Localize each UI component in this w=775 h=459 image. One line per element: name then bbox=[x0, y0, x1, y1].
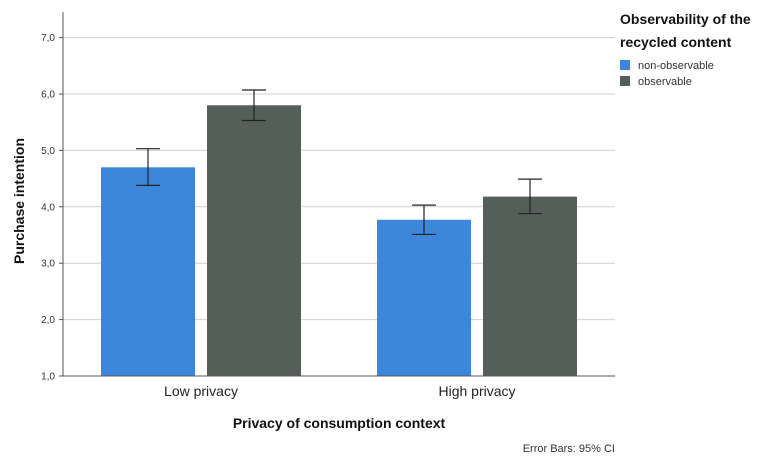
legend-swatch bbox=[620, 76, 630, 86]
legend-label: non-observable bbox=[638, 60, 714, 72]
y-axis-title: Purchase intention bbox=[11, 138, 27, 264]
x-category-labels: Low privacy High privacy bbox=[164, 383, 515, 399]
legend-title-line-2: recycled content bbox=[620, 34, 732, 50]
bar-observable-low-privacy bbox=[207, 105, 301, 376]
y-tick-label: 2,0 bbox=[41, 315, 55, 326]
error-bar bbox=[242, 89, 266, 122]
y-tick-label: 1,0 bbox=[41, 372, 55, 383]
legend-label: observable bbox=[638, 76, 692, 88]
bar-observable-high-privacy bbox=[483, 196, 577, 376]
error-bar bbox=[518, 178, 542, 215]
error-bar bbox=[412, 204, 436, 236]
x-axis-title: Privacy of consumption context bbox=[233, 415, 446, 431]
bar-non-observable-low-privacy bbox=[101, 167, 195, 376]
y-tick-label: 3,0 bbox=[41, 259, 55, 270]
bars bbox=[101, 105, 577, 376]
error-bars-footnote: Error Bars: 95% CI bbox=[523, 443, 615, 455]
legend-item: observable bbox=[620, 76, 692, 88]
legend: Observability of the recycled content no… bbox=[620, 11, 751, 88]
y-tick-labels: 1,0 2,0 3,0 4,0 5,0 6,0 7,0 bbox=[41, 33, 55, 382]
legend-swatch bbox=[620, 60, 630, 70]
x-category-label: High privacy bbox=[438, 383, 515, 399]
error-bar bbox=[136, 148, 160, 186]
y-tick-label: 4,0 bbox=[41, 202, 55, 213]
axes bbox=[59, 12, 615, 377]
y-tick-label: 6,0 bbox=[41, 89, 55, 100]
x-category-label: Low privacy bbox=[164, 383, 238, 399]
y-tick-label: 5,0 bbox=[41, 146, 55, 157]
error-bars bbox=[136, 89, 542, 236]
bar-non-observable-high-privacy bbox=[377, 219, 471, 376]
y-tick-label: 7,0 bbox=[41, 33, 55, 44]
legend-title-line-1: Observability of the bbox=[620, 11, 751, 27]
legend-item: non-observable bbox=[620, 60, 714, 72]
